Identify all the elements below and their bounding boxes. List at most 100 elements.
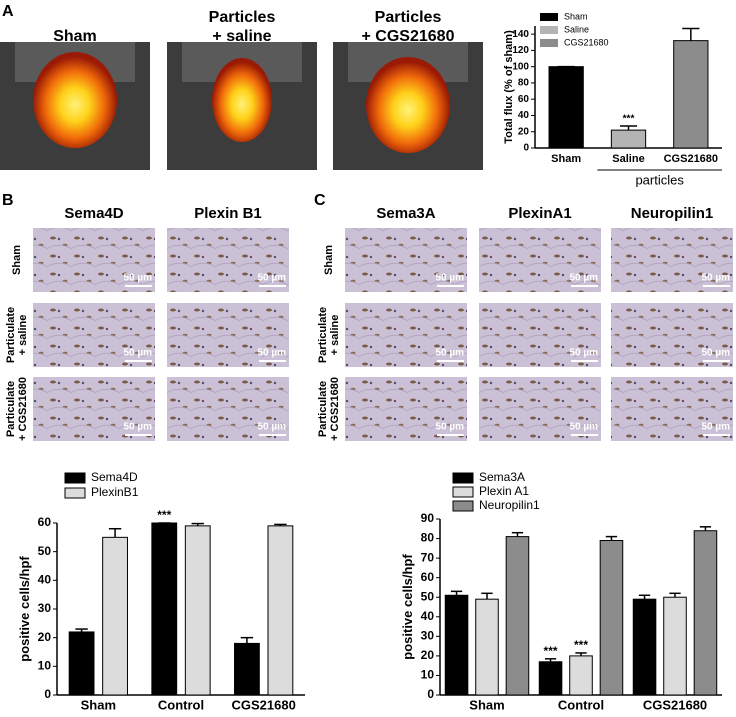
row-label: + saline (17, 315, 29, 356)
micrograph (611, 377, 733, 441)
x-tick-label: Saline (612, 153, 644, 165)
scale-bar-label: 50 µm (435, 348, 464, 359)
y-tick-label: 80 (518, 78, 530, 89)
y-tick-label: 60 (518, 94, 530, 105)
bar (151, 522, 178, 696)
bar (505, 536, 530, 696)
image-caption: + saline (212, 28, 271, 45)
legend-swatch (540, 13, 558, 21)
x-tick-label: Sham (81, 697, 116, 712)
micrograph (345, 377, 467, 441)
bar (475, 598, 499, 696)
micrograph (345, 228, 467, 292)
bar (234, 642, 260, 696)
signal (212, 58, 272, 142)
y-axis-label: positive cells/hpf (400, 554, 415, 660)
annotation: *** (574, 638, 588, 652)
column-header: PlexinA1 (508, 205, 571, 222)
bar (693, 530, 718, 696)
panel-label: A (2, 3, 14, 20)
y-tick-label: 70 (421, 550, 435, 564)
y-tick-label: 90 (421, 511, 435, 525)
legend-swatch (540, 39, 558, 47)
scale-bar-label: 50 µm (123, 348, 152, 359)
y-tick-label: 0 (523, 143, 529, 154)
legend-label: Sham (564, 11, 588, 21)
y-tick-label: 120 (512, 45, 529, 56)
scale-bar-label: 50 µm (701, 422, 730, 433)
y-tick-label: 60 (38, 515, 52, 529)
legend-swatch (64, 487, 86, 499)
column-header: Sema4D (64, 205, 123, 222)
y-tick-label: 100 (512, 61, 529, 72)
bar (444, 594, 469, 696)
legend-label: CGS21680 (564, 37, 609, 47)
bar (610, 129, 647, 149)
legend-swatch (64, 472, 86, 484)
signal (366, 57, 450, 153)
image-caption: Particles (209, 9, 276, 26)
y-tick-label: 140 (512, 29, 529, 40)
scale-bar-label: 50 µm (257, 422, 286, 433)
legend-label: PlexinB1 (91, 485, 139, 499)
micrograph (479, 228, 601, 292)
micrograph (611, 303, 733, 367)
scale-bar-label: 50 µm (435, 273, 464, 284)
y-tick-label: 10 (421, 668, 435, 682)
y-tick-label: 20 (38, 630, 52, 644)
y-tick-label: 80 (421, 531, 435, 545)
y-tick-label: 20 (518, 126, 530, 137)
bar (184, 525, 211, 696)
legend-swatch (540, 26, 558, 34)
bar (599, 540, 624, 696)
y-tick-label: 60 (421, 570, 435, 584)
column-header: Neuropilin1 (631, 205, 714, 222)
panel-label: B (2, 192, 14, 209)
scale-bar-label: 50 µm (123, 273, 152, 284)
bar (673, 40, 709, 149)
scale-bar-label: 50 µm (257, 348, 286, 359)
column-header: Plexin B1 (194, 205, 262, 222)
y-tick-label: 10 (38, 659, 52, 673)
row-label: Particulate (5, 307, 17, 363)
annotation: *** (544, 644, 558, 658)
row-label: + saline (329, 315, 341, 356)
row-label: + CGS21680 (329, 377, 341, 441)
y-tick-label: 40 (518, 110, 530, 121)
bar (102, 536, 128, 696)
y-axis-label: positive cells/hpf (17, 556, 32, 662)
micrograph (167, 377, 289, 441)
x-tick-label: Sham (469, 697, 504, 712)
signal (33, 52, 117, 148)
row-label: Sham (11, 245, 23, 275)
micrograph (167, 303, 289, 367)
column-header: Sema3A (376, 205, 435, 222)
annotation: *** (623, 114, 635, 125)
y-axis-label: Total flux (% of sham) (503, 30, 515, 144)
legend-label: Saline (564, 24, 589, 34)
y-tick-label: 30 (421, 629, 435, 643)
scale-bar-label: 50 µm (701, 273, 730, 284)
scale-bar-label: 50 µm (701, 348, 730, 359)
legend-label: Sema3A (479, 470, 525, 484)
scale-bar-label: 50 µm (257, 273, 286, 284)
legend-swatch (452, 472, 474, 484)
bar (632, 598, 657, 696)
bar (569, 655, 593, 696)
row-label: Particulate (5, 381, 17, 437)
image-caption: Particles (375, 9, 442, 26)
micrograph (345, 303, 467, 367)
row-label: Particulate (317, 381, 329, 437)
x-tick-label: Sham (551, 153, 581, 165)
y-tick-label: 20 (421, 648, 435, 662)
x-tick-label: Control (558, 697, 604, 712)
y-tick-label: 40 (38, 573, 52, 587)
scale-bar-label: 50 µm (123, 422, 152, 433)
bar (68, 631, 95, 696)
bar (663, 596, 687, 696)
legend-swatch (452, 500, 474, 512)
row-label: + CGS21680 (17, 377, 29, 441)
x-tick-label: CGS21680 (664, 153, 718, 165)
legend-swatch (452, 486, 474, 498)
